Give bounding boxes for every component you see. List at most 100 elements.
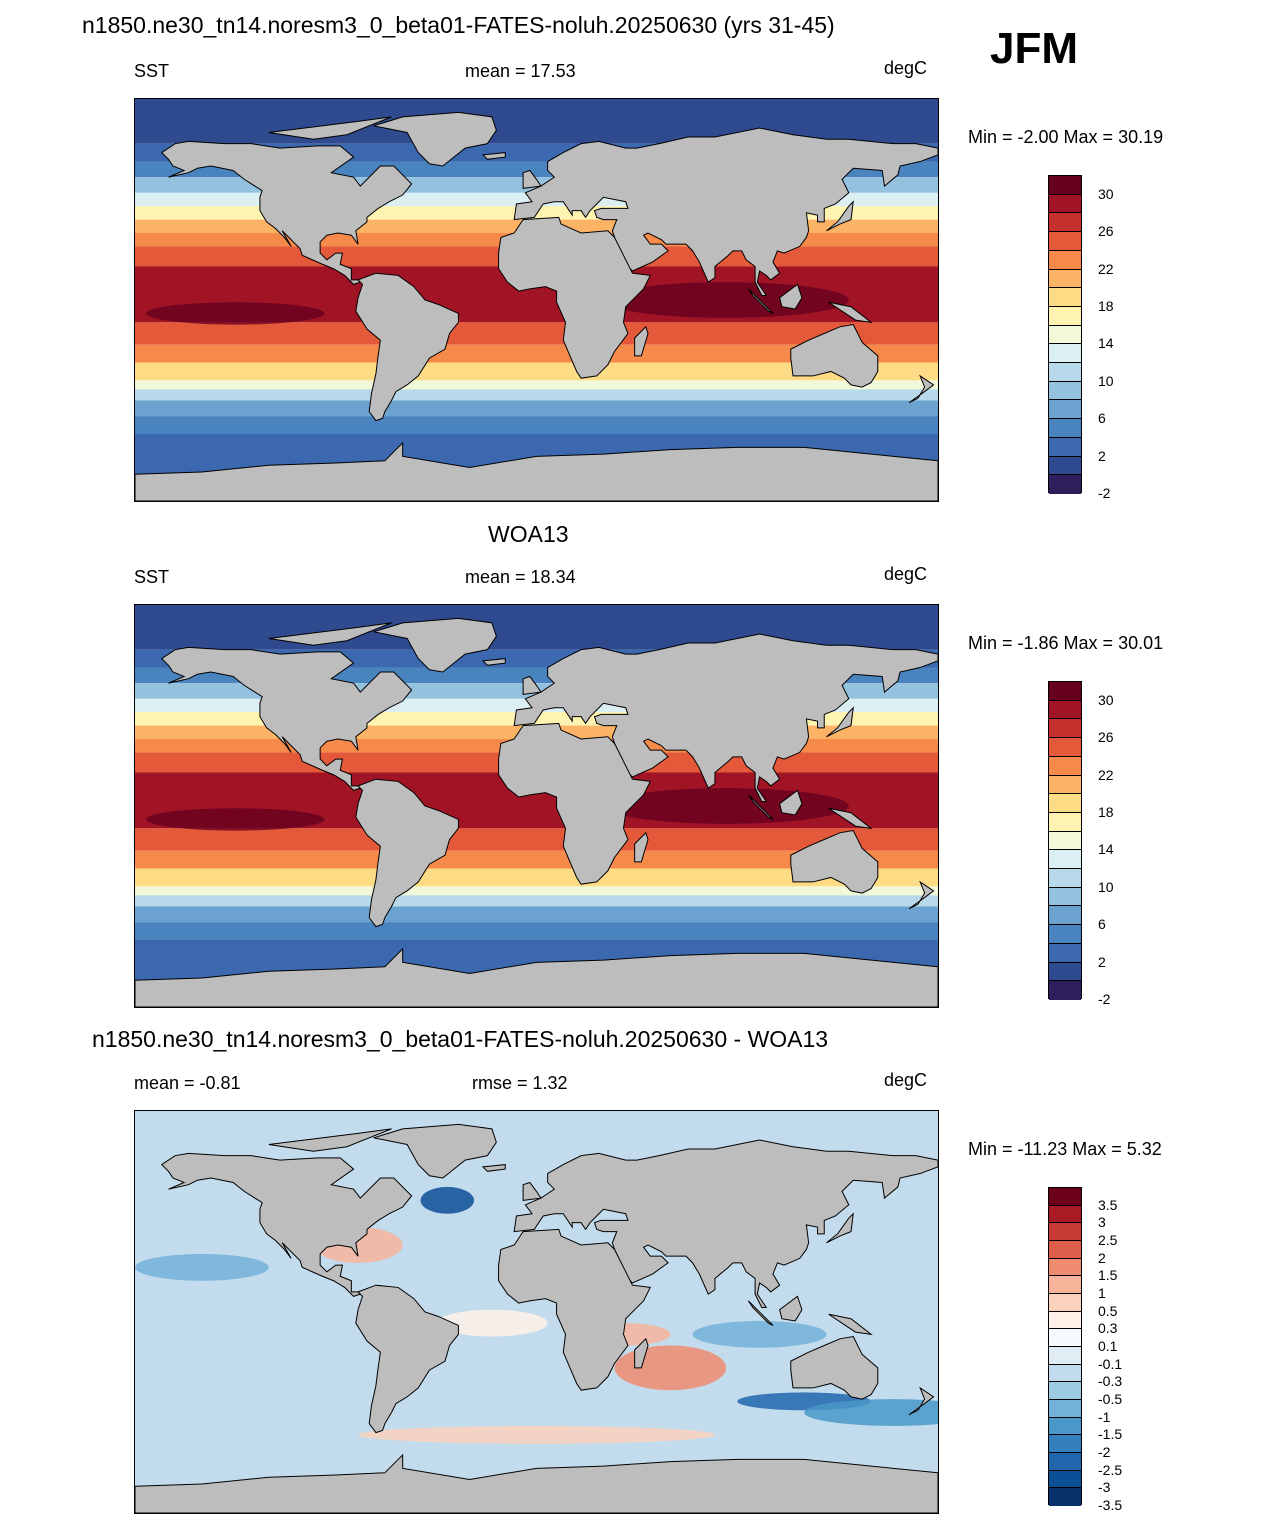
panel-1-map-svg xyxy=(135,99,938,501)
sst-band xyxy=(135,868,938,887)
land-north-america xyxy=(160,646,413,791)
sst-band xyxy=(135,380,938,390)
land-arctic-islands xyxy=(268,1128,392,1152)
warm-pool-pacific xyxy=(146,808,325,831)
colorbar-tick-label: 26 xyxy=(1098,729,1114,746)
panel-1-unit-label: degC xyxy=(884,58,928,78)
warm-pool-indo-pacific xyxy=(603,788,849,824)
colorbar-segment xyxy=(1049,1452,1081,1471)
colorbar-segment xyxy=(1049,344,1081,364)
colorbar-segment xyxy=(1049,831,1081,851)
diff-anomaly xyxy=(804,1399,938,1426)
land-uk xyxy=(522,169,542,189)
panel-1-map xyxy=(134,98,939,502)
land-south-america xyxy=(355,778,459,928)
colorbar-segment xyxy=(1049,1382,1081,1400)
colorbar-tick-label: 0.5 xyxy=(1098,1302,1118,1319)
colorbar-tick-label: -2 xyxy=(1098,485,1111,501)
colorbar-tick-label: -0.3 xyxy=(1098,1373,1123,1390)
colorbar-segment xyxy=(1049,194,1081,214)
colorbar-segment xyxy=(1049,943,1081,963)
colorbar-segment xyxy=(1049,288,1081,307)
colorbar-tick-label: 14 xyxy=(1098,841,1114,858)
sst-band xyxy=(135,99,938,144)
colorbar-segment xyxy=(1049,682,1081,701)
sst-band xyxy=(135,850,938,869)
panel-3-rmse-label: rmse = 1.32 xyxy=(472,1073,568,1093)
land-eurasia xyxy=(513,633,938,803)
land-australia xyxy=(790,324,879,388)
land-madagascar xyxy=(634,325,649,357)
colorbar-tick-label: -2 xyxy=(1098,991,1111,1007)
colorbar-tick-label: 22 xyxy=(1098,260,1114,277)
panel-2-variable-label: SST xyxy=(134,567,170,587)
colorbar-tick-label: -2.5 xyxy=(1098,1461,1123,1478)
sst-band xyxy=(135,416,938,434)
sst-band xyxy=(135,906,938,923)
colorbar-tick-label: 0.3 xyxy=(1098,1320,1118,1337)
land-south-america xyxy=(355,1284,459,1434)
colorbar-segment xyxy=(1049,850,1081,870)
panel-3-unit-label: degC xyxy=(884,1070,928,1090)
panel-1-variable-label: SST xyxy=(134,61,170,81)
colorbar-tick-label: 1.5 xyxy=(1098,1267,1118,1284)
colorbar-tick-label: 6 xyxy=(1098,916,1106,933)
colorbar-segment xyxy=(1049,306,1081,326)
colorbar-segment xyxy=(1049,1399,1081,1418)
colorbar-segment xyxy=(1049,738,1081,757)
figure-title: n1850.ne30_tn14.noresm3_0_beta01-FATES-n… xyxy=(82,12,835,38)
colorbar-segment xyxy=(1049,1240,1081,1259)
colorbar-tick-label: 2 xyxy=(1098,953,1106,970)
panel-1-colorbar xyxy=(1048,175,1082,494)
sst-band xyxy=(135,400,938,417)
colorbar-tick-label: -3 xyxy=(1098,1479,1111,1496)
colorbar-tick-label: -1.5 xyxy=(1098,1426,1123,1443)
colorbar-tick-label: 0.1 xyxy=(1098,1338,1118,1354)
land-japan xyxy=(826,1212,854,1244)
colorbar-segment xyxy=(1049,1205,1081,1224)
colorbar-tick-label: 3.5 xyxy=(1098,1196,1118,1213)
land-north-america xyxy=(160,1152,413,1297)
sst-band xyxy=(135,344,938,363)
land-greenland xyxy=(373,1123,497,1179)
land-new-guinea xyxy=(828,301,873,324)
colorbar-segment xyxy=(1049,925,1081,944)
colorbar-segment xyxy=(1049,869,1081,888)
colorbar-tick-label: 2.5 xyxy=(1098,1232,1118,1248)
colorbar-segment xyxy=(1049,1417,1081,1436)
colorbar-segment xyxy=(1049,1293,1081,1312)
diff-anomaly xyxy=(358,1425,715,1444)
panel-3-map xyxy=(134,1110,939,1514)
colorbar-segment xyxy=(1049,700,1081,720)
colorbar-tick-label: 30 xyxy=(1098,691,1114,708)
colorbar-tick-label: 3 xyxy=(1098,1214,1106,1231)
colorbar-tick-label: 10 xyxy=(1098,372,1114,389)
sst-band xyxy=(135,322,938,345)
colorbar-segment xyxy=(1049,962,1081,982)
colorbar-tick-label: -3.5 xyxy=(1098,1497,1123,1513)
colorbar-segment xyxy=(1049,1188,1081,1206)
land-greenland xyxy=(373,617,497,673)
sst-band xyxy=(135,886,938,896)
colorbar-segment xyxy=(1049,400,1081,420)
colorbar-segment xyxy=(1049,906,1081,926)
land-arctic-islands xyxy=(268,116,392,140)
colorbar-tick-label: 6 xyxy=(1098,410,1106,427)
land-africa xyxy=(498,722,652,885)
land-eurasia xyxy=(513,1139,938,1309)
colorbar-segment xyxy=(1049,1435,1081,1453)
sst-band xyxy=(135,362,938,381)
land-iceland xyxy=(481,658,506,666)
colorbar-segment xyxy=(1049,756,1081,776)
land-new-zealand xyxy=(908,374,935,404)
diff-anomaly xyxy=(692,1320,827,1348)
land-arctic-islands xyxy=(268,622,392,646)
colorbar-segment xyxy=(1049,475,1081,494)
land-new-guinea xyxy=(828,807,873,830)
land-sumatra xyxy=(747,1300,774,1326)
panel-2-mean-label: mean = 18.34 xyxy=(465,567,576,587)
colorbar-tick-label: 2 xyxy=(1098,1249,1106,1266)
land-north-america xyxy=(160,140,413,285)
colorbar-segment xyxy=(1049,381,1081,401)
land-eurasia xyxy=(513,127,938,297)
